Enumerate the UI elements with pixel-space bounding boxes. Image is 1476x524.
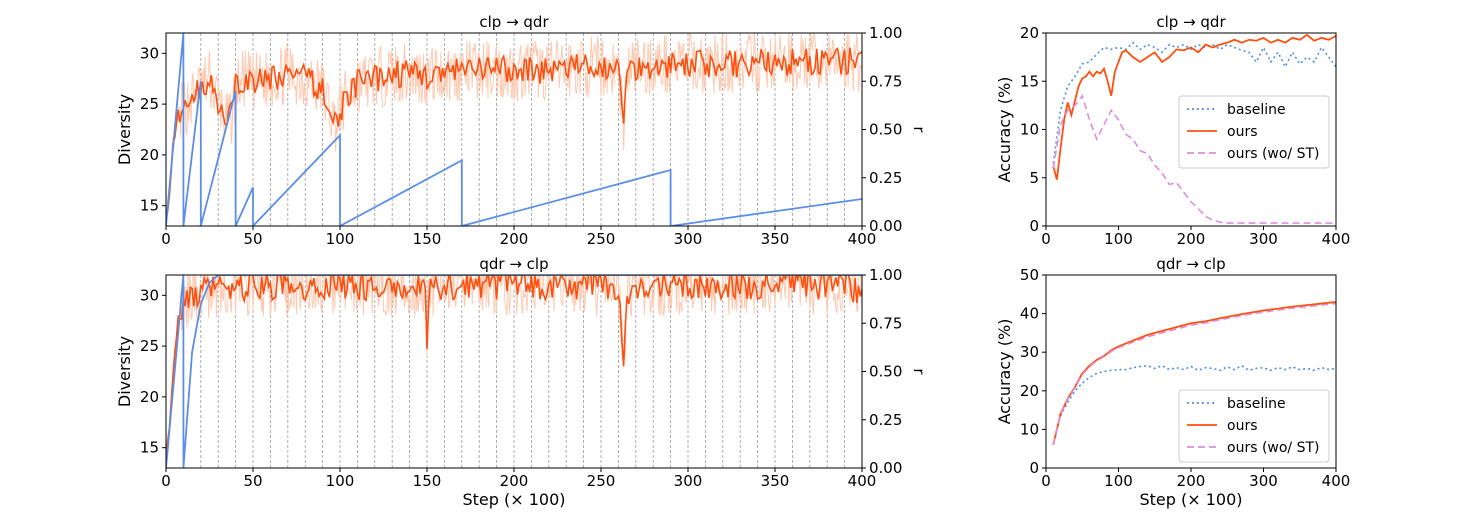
plot-area bbox=[1052, 301, 1336, 446]
x-tick-label: 200 bbox=[500, 230, 529, 248]
x-tick-label: 150 bbox=[413, 230, 442, 248]
x-tick-label: 350 bbox=[761, 472, 790, 490]
y2-tick-label: 0.50 bbox=[869, 121, 902, 139]
diversity-raw-line bbox=[166, 275, 862, 468]
x-tick-label: 50 bbox=[243, 472, 262, 490]
x-tick-label: 100 bbox=[326, 230, 355, 248]
chart-title: clp → qdr bbox=[1156, 13, 1226, 31]
y-tick-label: 40 bbox=[1020, 305, 1039, 323]
y-tick-label: 15 bbox=[140, 439, 159, 457]
plot-area bbox=[166, 33, 862, 226]
plot-area bbox=[1052, 33, 1336, 224]
x-tick-label: 250 bbox=[587, 472, 616, 490]
y-tick-label: 10 bbox=[1020, 121, 1039, 139]
legend-box bbox=[1178, 389, 1330, 463]
y2-axis-label: r bbox=[910, 368, 928, 375]
y-tick-label: 0 bbox=[1029, 459, 1039, 477]
y-axis-label: Diversity bbox=[115, 94, 134, 165]
y2-tick-label: 0.75 bbox=[869, 314, 902, 332]
series-line-2 bbox=[1052, 93, 1336, 224]
legend-label: ours bbox=[1227, 418, 1258, 434]
x-tick-label: 300 bbox=[674, 230, 703, 248]
y-tick-label: 30 bbox=[1020, 343, 1039, 361]
y2-tick-label: 0.25 bbox=[869, 169, 902, 187]
diversity-line bbox=[166, 47, 862, 219]
series-line-2 bbox=[1052, 302, 1336, 446]
x-tick-label: 350 bbox=[761, 230, 790, 248]
y2-tick-label: 0.00 bbox=[869, 217, 902, 235]
x-tick-label: 0 bbox=[1041, 472, 1051, 490]
x-tick-label: 100 bbox=[1104, 472, 1133, 490]
x-tick-label: 250 bbox=[587, 230, 616, 248]
r-schedule-line bbox=[166, 275, 862, 468]
legend-box bbox=[1178, 95, 1330, 169]
y-tick-label: 20 bbox=[140, 388, 159, 406]
x-axis-label: Step (× 100) bbox=[1139, 490, 1242, 509]
x-tick-label: 50 bbox=[243, 230, 262, 248]
x-tick-label: 400 bbox=[848, 472, 877, 490]
legend-label: ours (wo/ ST) bbox=[1227, 440, 1319, 456]
chart-accuracy-clp-qdr: 0 100 200 300 400 0 5 10 15 20 clp → qdr Accuracy (… bbox=[995, 13, 1350, 248]
y-axis-label: Accuracy (%) bbox=[995, 319, 1014, 425]
chart-title: qdr → clp bbox=[479, 255, 548, 273]
plot-area bbox=[166, 275, 862, 468]
y-tick-label: 10 bbox=[1020, 420, 1039, 438]
x-tick-label: 400 bbox=[1322, 230, 1351, 248]
x-tick-label: 300 bbox=[1249, 472, 1278, 490]
x-tick-label: 0 bbox=[161, 472, 171, 490]
x-axis-label: Step (× 100) bbox=[462, 490, 565, 509]
diversity-line bbox=[166, 275, 862, 459]
y-tick-label: 30 bbox=[140, 286, 159, 304]
chart-diversity-clp-qdr: 0 50 100 150 200 250 300 350 400 15 20 25 30 0.00 0.25… bbox=[115, 13, 928, 248]
chart-title: clp → qdr bbox=[479, 13, 549, 31]
legend: baseline ours ours (wo/ ST) bbox=[1178, 95, 1330, 169]
x-tick-label: 200 bbox=[1177, 472, 1206, 490]
x-tick-label: 0 bbox=[161, 230, 171, 248]
x-tick-label: 200 bbox=[1177, 230, 1206, 248]
y-tick-label: 25 bbox=[140, 95, 159, 113]
diversity-raw-line bbox=[166, 33, 862, 226]
y-tick-label: 15 bbox=[140, 197, 159, 215]
y-axis-label: Accuracy (%) bbox=[995, 77, 1014, 183]
y2-tick-label: 1.00 bbox=[869, 24, 902, 42]
chart-accuracy-qdr-clp: 0 100 200 300 400 0 10 20 30 40 50 qdr → clp Accurac… bbox=[995, 255, 1350, 509]
x-tick-label: 100 bbox=[326, 472, 355, 490]
y2-tick-label: 0.75 bbox=[869, 72, 902, 90]
y-tick-label: 5 bbox=[1029, 169, 1039, 187]
legend-label: ours bbox=[1227, 124, 1258, 140]
x-tick-label: 400 bbox=[1322, 472, 1351, 490]
y-tick-label: 15 bbox=[1020, 72, 1039, 90]
chart-diversity-qdr-clp: 0 50 100 150 200 250 300 350 400 15 20 25 30 0.00 0.25… bbox=[115, 255, 928, 509]
x-tick-label: 300 bbox=[674, 472, 703, 490]
y-tick-label: 30 bbox=[140, 44, 159, 62]
x-tick-label: 200 bbox=[500, 472, 529, 490]
y-tick-label: 0 bbox=[1029, 217, 1039, 235]
y-tick-label: 25 bbox=[140, 337, 159, 355]
legend-label: baseline bbox=[1227, 396, 1286, 412]
y-axis-label: Diversity bbox=[115, 336, 134, 407]
series-line-0 bbox=[1052, 41, 1336, 164]
y2-tick-label: 0.00 bbox=[869, 459, 902, 477]
legend-label: ours (wo/ ST) bbox=[1227, 146, 1319, 162]
x-tick-label: 400 bbox=[848, 230, 877, 248]
series-line-0 bbox=[1052, 364, 1336, 446]
y2-tick-label: 1.00 bbox=[869, 266, 902, 284]
x-tick-label: 0 bbox=[1041, 230, 1051, 248]
chart-title: qdr → clp bbox=[1156, 255, 1225, 273]
y-tick-label: 20 bbox=[1020, 24, 1039, 42]
legend-label: baseline bbox=[1227, 102, 1286, 118]
y2-tick-label: 0.50 bbox=[869, 363, 902, 381]
x-tick-label: 100 bbox=[1104, 230, 1133, 248]
legend: baseline ours ours (wo/ ST) bbox=[1178, 389, 1330, 463]
x-tick-label: 300 bbox=[1249, 230, 1278, 248]
y-tick-label: 50 bbox=[1020, 266, 1039, 284]
series-line-1 bbox=[1052, 33, 1336, 180]
y-tick-label: 20 bbox=[1020, 382, 1039, 400]
y2-axis-label: r bbox=[910, 126, 928, 133]
x-tick-label: 150 bbox=[413, 472, 442, 490]
y-tick-label: 20 bbox=[140, 146, 159, 164]
r-schedule-line bbox=[166, 33, 862, 226]
y2-tick-label: 0.25 bbox=[869, 411, 902, 429]
